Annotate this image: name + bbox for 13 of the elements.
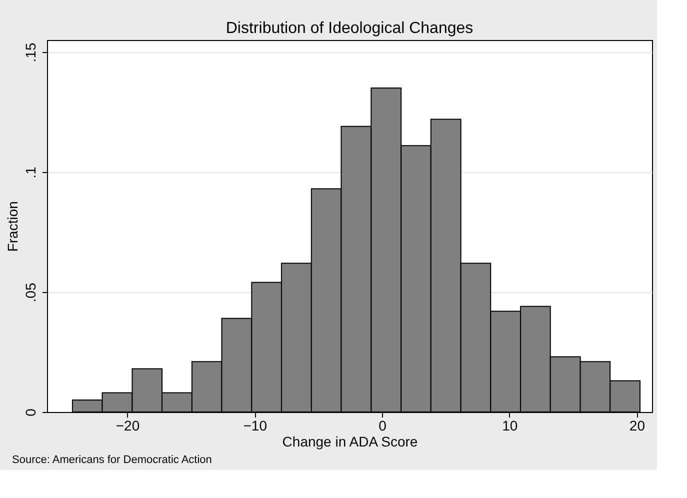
y-tick-label: .15 — [22, 42, 38, 62]
x-tick-label: −10 — [243, 418, 268, 434]
x-tick-label: 0 — [378, 418, 387, 434]
y-tick-label: 0 — [22, 408, 38, 416]
x-axis-title: Change in ADA Score — [282, 434, 418, 450]
x-tick-label: 20 — [629, 418, 646, 434]
source-note: Source: Americans for Democratic Action — [12, 454, 212, 466]
x-tick-label: −20 — [116, 418, 140, 434]
y-tick-label: .05 — [22, 282, 38, 302]
y-tick-label: .1 — [22, 166, 38, 178]
chart-title: Distribution of Ideological Changes — [226, 20, 474, 37]
x-tick-label: 10 — [502, 418, 518, 434]
y-axis-title: Fraction — [4, 201, 20, 252]
